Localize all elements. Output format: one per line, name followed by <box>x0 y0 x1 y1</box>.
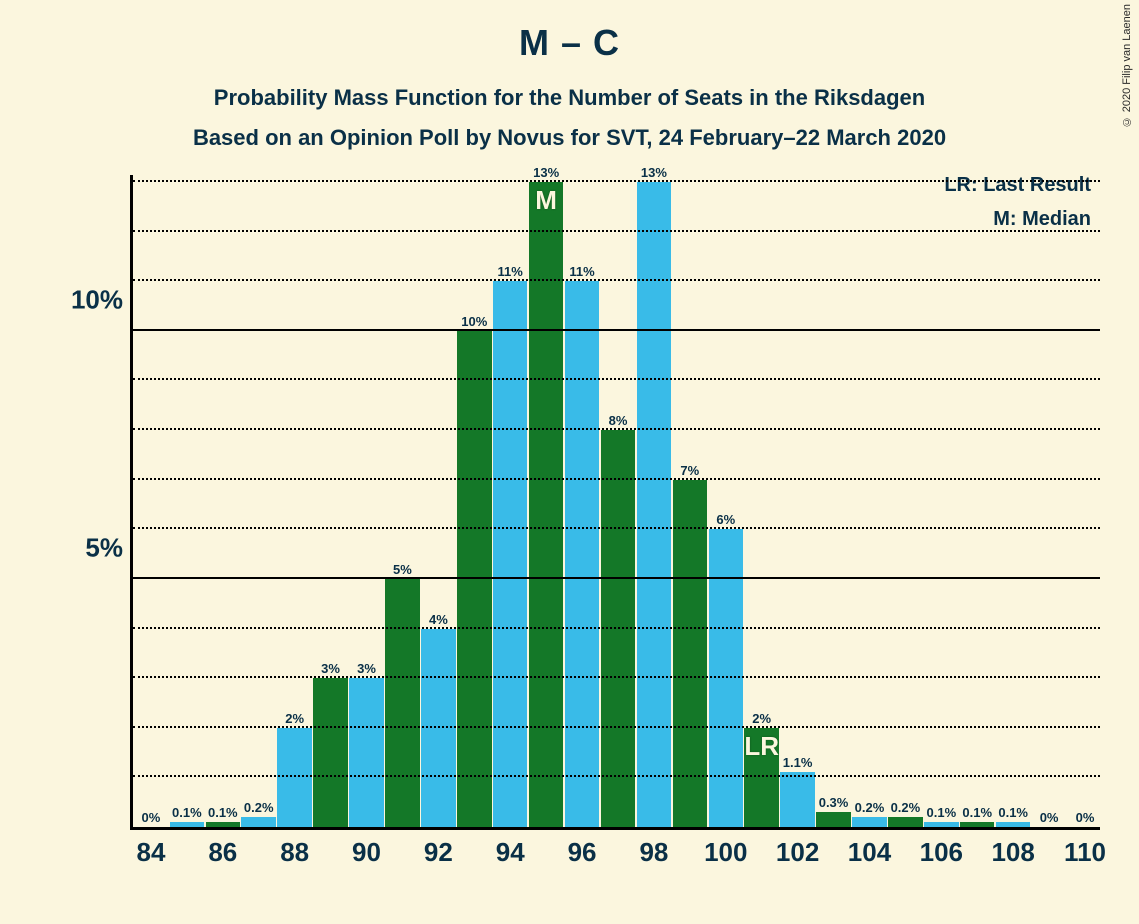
series-a-bar: 0.1% <box>960 822 994 827</box>
x-axis-label: 94 <box>496 837 525 868</box>
chart-title: M – C <box>0 0 1139 64</box>
series-b-bar: 0.1% <box>924 822 958 827</box>
bar-value-label: 0.1% <box>998 805 1028 820</box>
bar-value-label: 0% <box>1076 810 1095 825</box>
gridline-minor <box>133 478 1100 480</box>
gridline-minor <box>133 676 1100 678</box>
series-a-bar: 0.3% <box>816 812 850 827</box>
gridline-minor <box>133 180 1100 182</box>
series-b-bar: 0.2% <box>241 817 275 827</box>
x-axis-label: 104 <box>848 837 891 868</box>
gridline-major <box>133 577 1100 579</box>
x-axis-label: 108 <box>991 837 1034 868</box>
x-axis-label: 106 <box>920 837 963 868</box>
x-axis-label: 102 <box>776 837 819 868</box>
x-axis-label: 92 <box>424 837 453 868</box>
series-b-bar: 0.2% <box>852 817 886 827</box>
bar-value-label: 10% <box>461 314 487 329</box>
x-axis-label: 98 <box>639 837 668 868</box>
x-axis-label: 88 <box>280 837 309 868</box>
gridline-minor <box>133 527 1100 529</box>
subtitle-line-2: Based on an Opinion Poll by Novus for SV… <box>0 118 1139 158</box>
y-axis-label: 10% <box>55 284 123 315</box>
bar-value-label: 0.1% <box>962 805 992 820</box>
bar-value-label: 0.1% <box>208 805 238 820</box>
bar-value-label: 6% <box>716 512 735 527</box>
bar-value-label: 4% <box>429 612 448 627</box>
gridline-minor <box>133 428 1100 430</box>
gridline-major <box>133 329 1100 331</box>
gridline-minor <box>133 230 1100 232</box>
series-b-bar: 11% <box>565 281 599 827</box>
x-axis-label: 110 <box>1064 837 1106 868</box>
series-a-bar: 8% <box>601 430 635 827</box>
bar-value-label: 13% <box>641 165 667 180</box>
series-a-bar: 5% <box>385 579 419 827</box>
series-a-bar: 0.1% <box>206 822 240 827</box>
x-axis-label: 86 <box>208 837 237 868</box>
series-b-bar: 0.1% <box>996 822 1030 827</box>
bar-value-label: 0.2% <box>855 800 885 815</box>
bar-value-label: 8% <box>609 413 628 428</box>
bar-value-label: 0.2% <box>891 800 921 815</box>
gridline-minor <box>133 726 1100 728</box>
bar-value-label: 0.1% <box>172 805 202 820</box>
bar-value-label: 3% <box>357 661 376 676</box>
x-axis-label: 100 <box>704 837 747 868</box>
subtitle-line-1: Probability Mass Function for the Number… <box>0 78 1139 118</box>
copyright-text: © 2020 Filip van Laenen <box>1121 4 1133 127</box>
bar-value-label: 0.1% <box>926 805 956 820</box>
x-axis-label: 96 <box>568 837 597 868</box>
gridline-minor <box>133 279 1100 281</box>
series-b-bar: 3% <box>349 678 383 827</box>
chart-container: 0%0.1%0.1%0.2%2%3%3%5%4%10%11%13%11%8%13… <box>50 175 1110 875</box>
x-axis-label: 90 <box>352 837 381 868</box>
y-axis-label: 5% <box>55 532 123 563</box>
last-result-marker: LR <box>744 731 779 762</box>
bar-value-label: 11% <box>498 264 523 279</box>
gridline-minor <box>133 378 1100 380</box>
bar-value-label: 11% <box>569 264 594 279</box>
gridline-minor <box>133 627 1100 629</box>
bar-value-label: 7% <box>680 463 699 478</box>
gridline-minor <box>133 775 1100 777</box>
series-a-bar: 3% <box>313 678 347 827</box>
bar-value-label: 5% <box>393 562 412 577</box>
bar-value-label: 0.3% <box>819 795 849 810</box>
plot-area: 0%0.1%0.1%0.2%2%3%3%5%4%10%11%13%11%8%13… <box>130 175 1100 830</box>
bar-value-label: 1.1% <box>783 755 813 770</box>
series-b-bar: 6% <box>709 529 743 827</box>
median-marker: M <box>535 185 557 216</box>
bar-value-label: 2% <box>285 711 304 726</box>
bar-value-label: 0% <box>142 810 161 825</box>
x-axis-label: 84 <box>136 837 165 868</box>
bar-value-label: 0% <box>1040 810 1059 825</box>
series-a-bar: 0.2% <box>888 817 922 827</box>
bar-value-label: 3% <box>321 661 340 676</box>
bar-value-label: 2% <box>752 711 771 726</box>
bars-layer: 0%0.1%0.1%0.2%2%3%3%5%4%10%11%13%11%8%13… <box>133 175 1100 827</box>
bar-value-label: 0.2% <box>244 800 274 815</box>
chart-subtitle: Probability Mass Function for the Number… <box>0 78 1139 157</box>
series-b-bar: 1.1% <box>780 772 814 827</box>
series-b-bar: 11% <box>493 281 527 827</box>
series-b-bar: 0.1% <box>170 822 204 827</box>
bar-value-label: 13% <box>533 165 559 180</box>
